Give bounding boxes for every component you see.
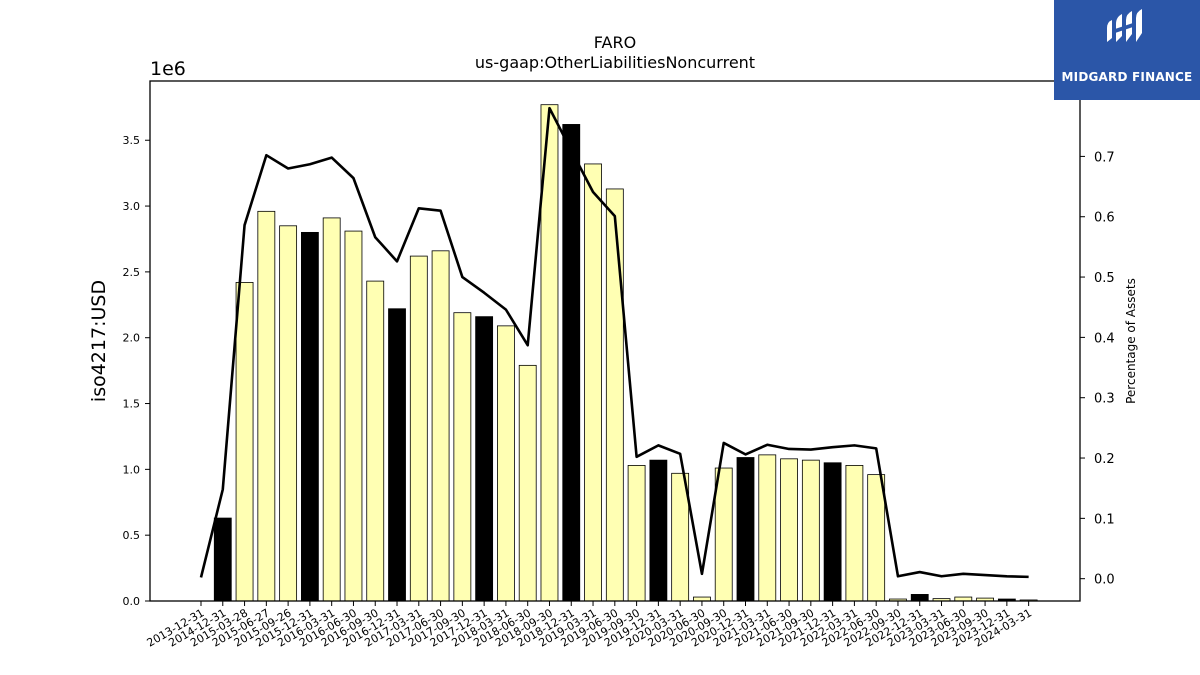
bar-2014-12-31 (213, 517, 232, 602)
bar-2019-09-30 (627, 465, 646, 602)
bar-2015-09-26 (279, 225, 298, 602)
y-tick-label: 2.5 (123, 266, 141, 279)
bar-2017-06-30 (431, 250, 450, 602)
y-tick-label: 1.0 (123, 463, 141, 476)
y2-tick-label: 0.4 (1094, 331, 1115, 346)
y2-tick-label: 0.3 (1094, 392, 1115, 407)
bar-2015-06-27 (257, 210, 276, 602)
bar-2019-03-31 (584, 163, 602, 602)
bar-2016-03-31 (322, 217, 341, 602)
bar-2021-03-31 (758, 454, 777, 602)
bar-2019-12-31 (649, 459, 668, 602)
y2-tick-label: 0.5 (1094, 271, 1115, 286)
bars-group (213, 104, 1038, 602)
y-tick-label: 3.0 (123, 200, 141, 213)
bar-2016-12-31 (388, 308, 406, 602)
y2-tick-label: 0.2 (1094, 452, 1115, 467)
bar-2019-06-30 (605, 188, 624, 602)
bar-2017-09-30 (453, 312, 472, 602)
chart-subtitle: us-gaap:OtherLiabilitiesNoncurrent (475, 53, 755, 72)
chart-title: FARO (594, 33, 636, 52)
bar-2021-09-30 (801, 459, 820, 602)
midgard-logo-icon (1107, 9, 1142, 42)
y-axis-offset-label: 1e6 (150, 58, 186, 80)
bar-2017-03-31 (409, 255, 428, 602)
y2-tick-label: 0.1 (1094, 512, 1115, 527)
bar-2016-09-30 (366, 280, 385, 602)
bar-2022-03-31 (845, 465, 864, 602)
bar-2022-06-30 (867, 474, 886, 602)
bar-2021-06-30 (780, 458, 798, 602)
y-tick-label: 2.0 (123, 332, 141, 345)
bar-2018-12-31 (562, 124, 581, 602)
y-tick-label: 0.0 (123, 595, 141, 608)
y2-tick-label: 0.6 (1094, 211, 1115, 226)
series-line-percentage-of-assets (199, 106, 1029, 579)
bar-2015-03-28 (235, 282, 254, 602)
brand-logo: MIDGARD FINANCE (1054, 0, 1200, 100)
bar-2020-09-30 (714, 467, 733, 602)
y-tick-label: 0.5 (123, 529, 141, 542)
axes-group: 0.0 0.5 1.0 1.5 2.0 2.5 3.0 3.5 0.0 0.1 0.2 0.3 0.4 0… (123, 80, 1115, 650)
bar-2018-03-31 (497, 325, 515, 602)
bar-2017-12-31 (475, 316, 494, 602)
bar-2020-12-31 (736, 457, 755, 602)
y2-tick-label: 0.7 (1094, 150, 1115, 165)
y-axis-label: iso4217:USD (88, 280, 110, 402)
bar-2018-06-30 (518, 364, 537, 602)
y2-axis-label: Percentage of Assets (1124, 278, 1138, 404)
y-tick-label: 1.5 (123, 398, 141, 411)
line-group (199, 106, 1029, 579)
brand-name: MIDGARD FINANCE (1061, 70, 1193, 84)
bar-2015-12-31 (300, 231, 319, 602)
bar-2021-12-31 (823, 462, 842, 602)
y2-tick-label: 0.0 (1094, 573, 1115, 588)
bar-2022-12-31 (910, 594, 929, 602)
bar-2016-06-30 (344, 230, 363, 602)
y-tick-label: 3.5 (123, 134, 141, 147)
